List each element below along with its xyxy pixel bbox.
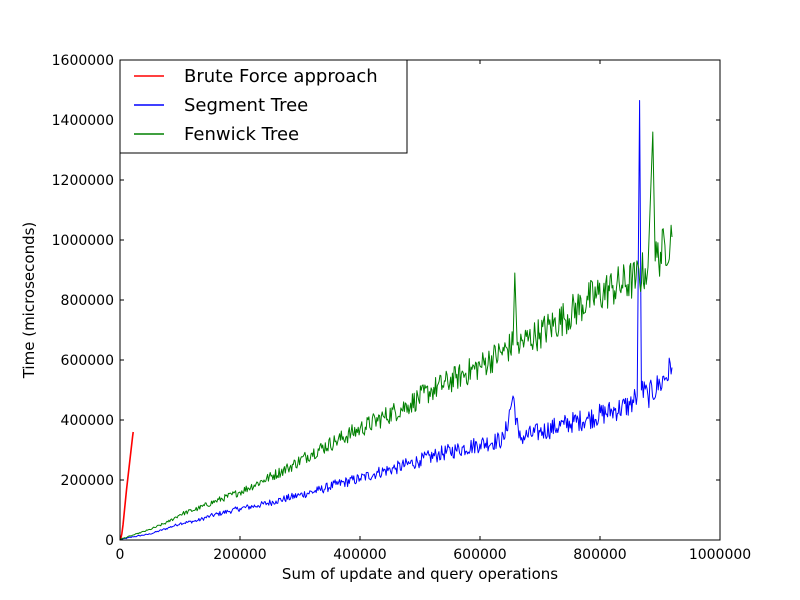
y-tick-label: 1400000: [52, 113, 114, 129]
x-tick-label: 0: [116, 547, 125, 563]
legend: Brute Force approach Segment Tree Fenwic…: [119, 59, 408, 154]
series-line-brute-force-approach: [119, 431, 134, 540]
x-tick-label: 1000000: [689, 547, 751, 563]
x-tick-label: 400000: [333, 547, 386, 563]
y-tick-label: 0: [105, 533, 114, 549]
x-tick-label: 600000: [453, 547, 506, 563]
y-tick-label: 1000000: [52, 233, 114, 249]
y-tick-label: 200000: [61, 473, 114, 489]
series-layer: [119, 100, 673, 541]
y-tick-label: 600000: [61, 353, 114, 369]
x-tick-label: 200000: [213, 547, 266, 563]
series-line-segment-tree: [119, 100, 673, 541]
legend-label-fenwick-tree: Fenwick Tree: [184, 124, 299, 145]
y-tick-label: 1600000: [52, 53, 114, 69]
legend-label-segment-tree: Segment Tree: [184, 95, 308, 116]
legend-box: [119, 59, 408, 154]
x-axis-label: Sum of update and query operations: [282, 565, 558, 583]
series-line-fenwick-tree: [119, 131, 673, 540]
x-tick-label: 800000: [573, 547, 626, 563]
y-tick-label: 1200000: [52, 173, 114, 189]
y-axis-label: Time (microseconds): [20, 222, 38, 380]
legend-label-brute-force: Brute Force approach: [184, 66, 378, 87]
y-tick-label: 400000: [61, 413, 114, 429]
ticks-layer: 0 200000 400000 600000 800000 1000000 0 200000 4…: [52, 53, 752, 563]
y-tick-label: 800000: [61, 293, 114, 309]
